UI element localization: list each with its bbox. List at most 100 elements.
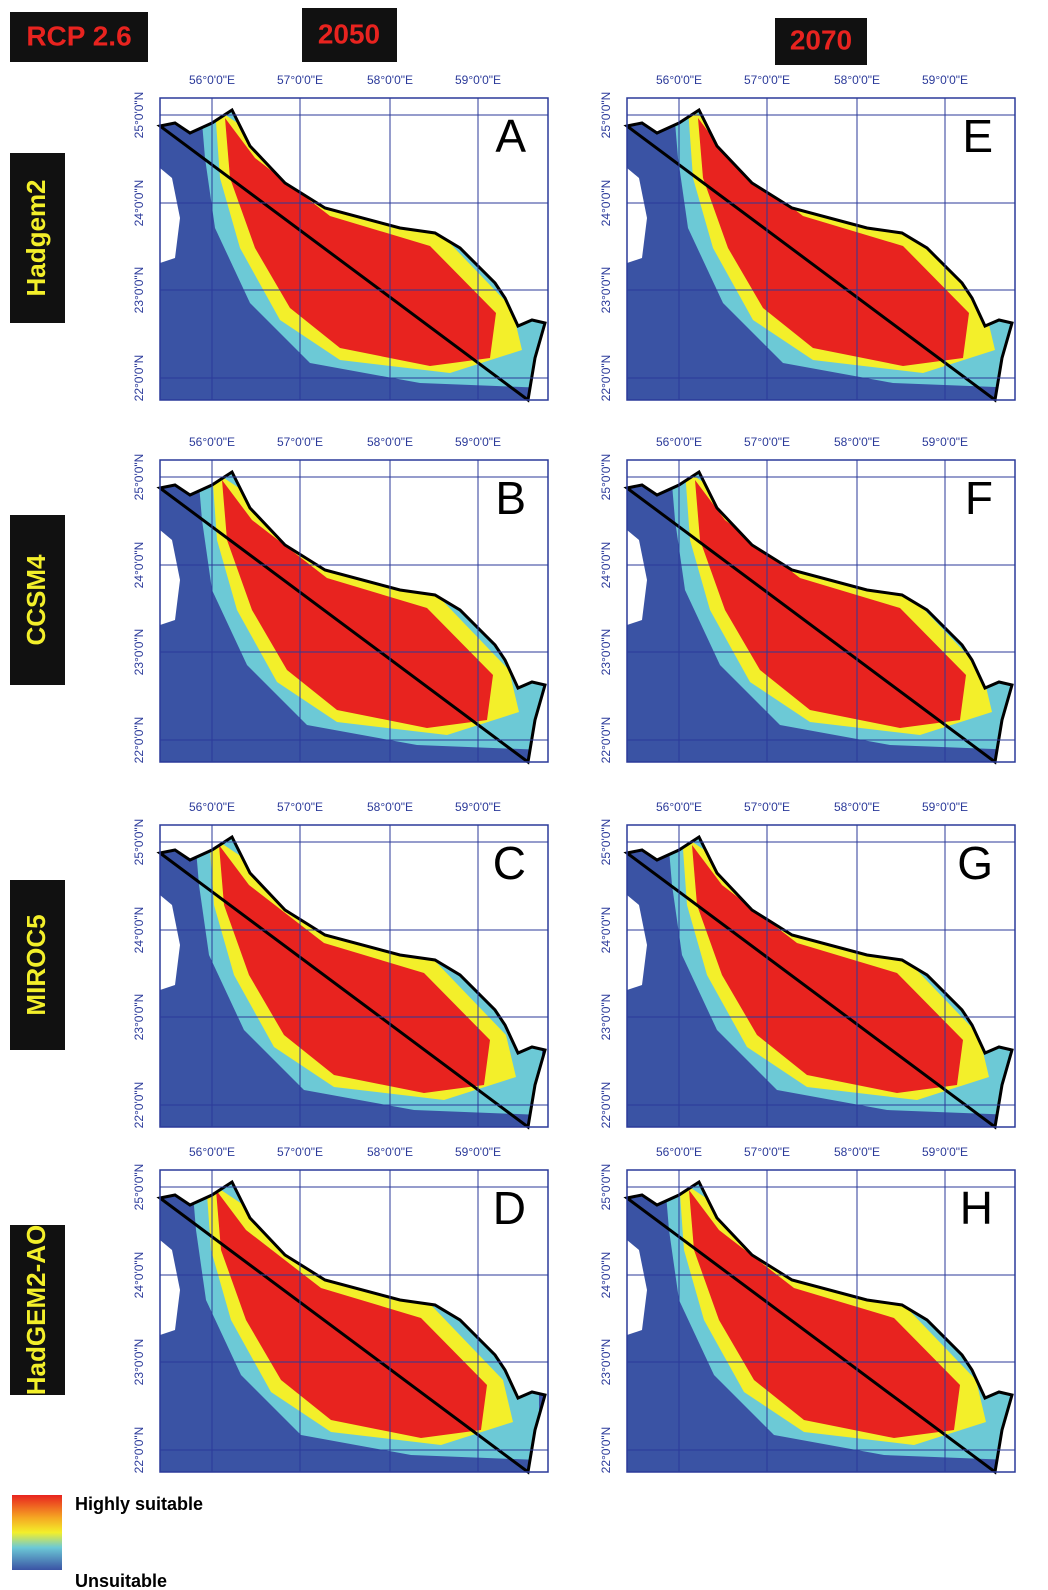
lon-label: 56°0'0"E xyxy=(656,435,702,449)
lat-label: 24°0'0"N xyxy=(599,907,613,954)
high-suitability-area xyxy=(222,480,493,728)
lon-label: 57°0'0"E xyxy=(744,1145,790,1159)
legend-low: Unsuitable xyxy=(75,1571,167,1590)
panel-letter: H xyxy=(960,1182,993,1234)
column-label: 2070 xyxy=(790,24,852,55)
lat-label: 23°0'0"N xyxy=(599,994,613,1041)
lat-label: 23°0'0"N xyxy=(132,1339,146,1386)
lat-label: 24°0'0"N xyxy=(599,180,613,227)
lon-label: 57°0'0"E xyxy=(277,435,323,449)
lon-label: 59°0'0"E xyxy=(922,1145,968,1159)
lon-label: 57°0'0"E xyxy=(744,435,790,449)
panel-frame xyxy=(159,97,549,401)
lon-label: 58°0'0"E xyxy=(834,435,880,449)
lat-label: 22°0'0"N xyxy=(599,355,613,402)
lat-label: 25°0'0"N xyxy=(132,819,146,866)
map xyxy=(160,1182,545,1472)
model-label: Hadgem2 xyxy=(21,179,51,296)
lat-label: 25°0'0"N xyxy=(599,92,613,139)
lat-label: 25°0'0"N xyxy=(132,1164,146,1211)
lat-label: 23°0'0"N xyxy=(132,267,146,314)
model-box xyxy=(10,1225,65,1395)
lon-label: 58°0'0"E xyxy=(834,800,880,814)
high-suitability-area xyxy=(216,1190,487,1438)
lon-label: 56°0'0"E xyxy=(656,800,702,814)
lat-label: 24°0'0"N xyxy=(132,907,146,954)
lat-label: 22°0'0"N xyxy=(599,1427,613,1474)
column-box xyxy=(302,8,397,62)
column-label: 2050 xyxy=(318,18,380,49)
lon-label: 56°0'0"E xyxy=(656,73,702,87)
panel-frame xyxy=(626,1169,1016,1473)
model-box xyxy=(10,515,65,685)
lat-label: 24°0'0"N xyxy=(599,1252,613,1299)
lat-label: 22°0'0"N xyxy=(599,717,613,764)
legend-bar xyxy=(12,1495,62,1570)
lat-label: 22°0'0"N xyxy=(132,1427,146,1474)
lon-label: 59°0'0"E xyxy=(455,800,501,814)
lon-label: 58°0'0"E xyxy=(834,1145,880,1159)
panel-frame xyxy=(626,97,1016,401)
high-suitability-area xyxy=(698,118,969,366)
panel-frame xyxy=(626,824,1016,1128)
lon-label: 57°0'0"E xyxy=(744,800,790,814)
lat-label: 24°0'0"N xyxy=(599,542,613,589)
lon-label: 58°0'0"E xyxy=(367,800,413,814)
panel-letter: F xyxy=(965,472,993,524)
lon-label: 58°0'0"E xyxy=(834,73,880,87)
lat-label: 23°0'0"N xyxy=(599,267,613,314)
lat-label: 22°0'0"N xyxy=(132,1082,146,1129)
panel-letter: G xyxy=(957,837,993,889)
lon-label: 57°0'0"E xyxy=(277,1145,323,1159)
lon-label: 59°0'0"E xyxy=(455,435,501,449)
high-suitability-area xyxy=(695,480,966,728)
lon-label: 56°0'0"E xyxy=(189,435,235,449)
panel-frame xyxy=(159,1169,549,1473)
high-suitability-area xyxy=(689,1190,960,1438)
panel-letter: E xyxy=(962,110,993,162)
lat-label: 23°0'0"N xyxy=(599,1339,613,1386)
high-suitability-area xyxy=(692,845,963,1093)
lon-label: 59°0'0"E xyxy=(922,800,968,814)
lon-label: 58°0'0"E xyxy=(367,73,413,87)
lat-label: 23°0'0"N xyxy=(599,629,613,676)
lat-label: 25°0'0"N xyxy=(599,819,613,866)
panel-frame xyxy=(626,459,1016,763)
lat-label: 25°0'0"N xyxy=(599,1164,613,1211)
panel-letter: D xyxy=(493,1182,526,1234)
panel-letter: C xyxy=(493,837,526,889)
lon-label: 57°0'0"E xyxy=(277,800,323,814)
lon-label: 57°0'0"E xyxy=(744,73,790,87)
high-suitability-area xyxy=(225,118,496,366)
column-box xyxy=(775,18,867,65)
model-label: CCSM4 xyxy=(21,554,51,646)
panel-frame xyxy=(159,459,549,763)
panel-letter: A xyxy=(495,110,526,162)
lat-label: 25°0'0"N xyxy=(132,454,146,501)
lat-label: 22°0'0"N xyxy=(132,717,146,764)
model-label: MIROC5 xyxy=(21,914,51,1015)
lat-label: 24°0'0"N xyxy=(132,542,146,589)
lon-label: 59°0'0"E xyxy=(455,1145,501,1159)
lat-label: 22°0'0"N xyxy=(132,355,146,402)
map xyxy=(627,1182,1012,1472)
lon-label: 57°0'0"E xyxy=(277,73,323,87)
lon-label: 59°0'0"E xyxy=(922,435,968,449)
lon-label: 56°0'0"E xyxy=(656,1145,702,1159)
lon-label: 58°0'0"E xyxy=(367,1145,413,1159)
lat-label: 25°0'0"N xyxy=(132,92,146,139)
lon-label: 56°0'0"E xyxy=(189,73,235,87)
scenario-label: RCP 2.6 xyxy=(26,20,131,51)
lat-label: 23°0'0"N xyxy=(132,629,146,676)
map xyxy=(160,110,545,400)
lat-label: 22°0'0"N xyxy=(599,1082,613,1129)
model-box xyxy=(10,880,65,1050)
lat-label: 25°0'0"N xyxy=(599,454,613,501)
lon-label: 56°0'0"E xyxy=(189,1145,235,1159)
lon-label: 56°0'0"E xyxy=(189,800,235,814)
lat-label: 24°0'0"N xyxy=(132,1252,146,1299)
legend-high: Highly suitable xyxy=(75,1494,203,1514)
lat-label: 23°0'0"N xyxy=(132,994,146,1041)
scenario-box xyxy=(10,12,148,62)
